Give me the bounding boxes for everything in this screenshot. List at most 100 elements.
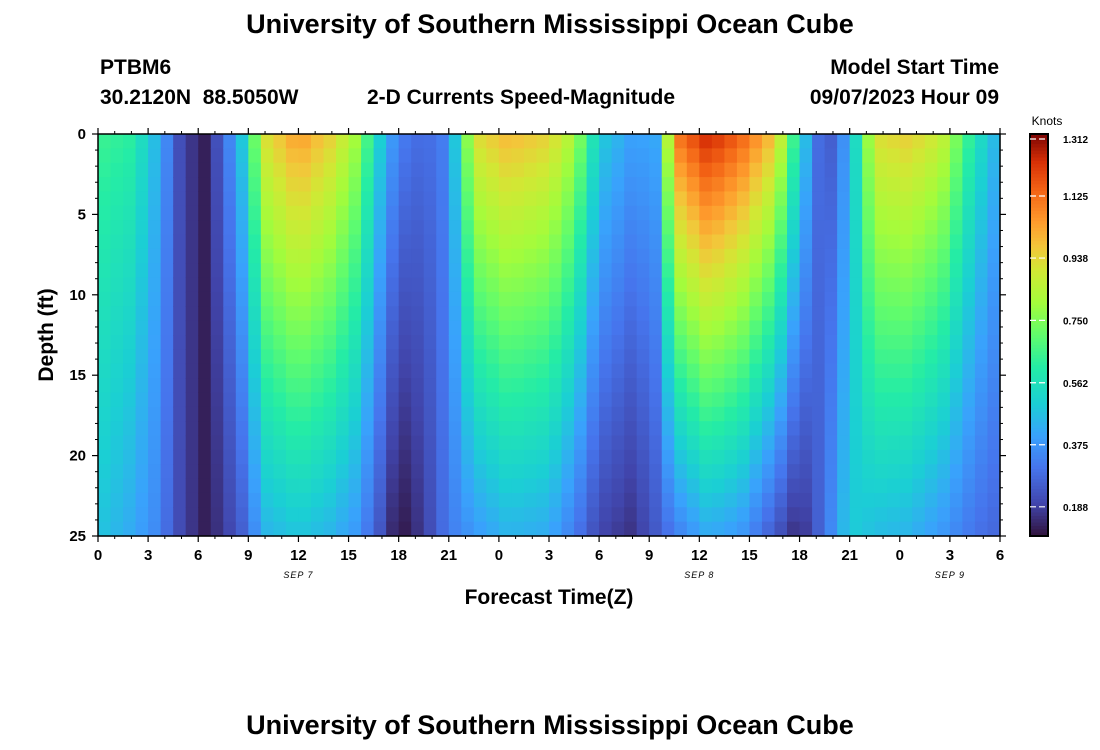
- heatmap-cell: [962, 177, 976, 193]
- heatmap-cell: [962, 134, 976, 149]
- x-tick-label: 15: [741, 547, 758, 564]
- heatmap-cell: [361, 406, 375, 422]
- heatmap-cell: [310, 349, 325, 365]
- heatmap-cell: [924, 277, 938, 293]
- heatmap-cell: [285, 392, 300, 408]
- heatmap-cell: [837, 335, 851, 350]
- heatmap-cell: [686, 277, 700, 293]
- heatmap-cell: [298, 363, 312, 379]
- heatmap-cell: [235, 277, 249, 293]
- heatmap-cell: [674, 349, 688, 365]
- heatmap-cell: [912, 191, 926, 207]
- heatmap-cell: [411, 378, 425, 394]
- y-tick-label: 15: [69, 367, 86, 384]
- heatmap-cell: [862, 306, 876, 322]
- heatmap-cell: [812, 234, 826, 250]
- heatmap-cell: [749, 363, 763, 379]
- heatmap-cell: [849, 205, 863, 221]
- colorbar-swatch: [1030, 505, 1048, 510]
- heatmap-cell: [173, 363, 187, 379]
- heatmap-cell: [887, 291, 901, 307]
- heatmap-cell: [787, 507, 801, 523]
- heatmap-cell: [436, 521, 450, 537]
- heatmap-cell: [411, 177, 425, 193]
- heatmap-cell: [912, 464, 926, 480]
- heatmap-cell: [173, 162, 187, 178]
- colorbar-swatch: [1030, 482, 1048, 487]
- heatmap-cell: [386, 392, 400, 408]
- heatmap-cell: [749, 478, 763, 494]
- heatmap-cell: [173, 248, 187, 264]
- heatmap-cell: [736, 492, 751, 508]
- heatmap-cell: [210, 435, 224, 451]
- heatmap-cell: [624, 191, 638, 207]
- heatmap-cell: [123, 492, 137, 508]
- heatmap-cell: [711, 191, 725, 207]
- heatmap-cell: [574, 234, 588, 250]
- heatmap-cell: [135, 162, 149, 178]
- heatmap-cell: [774, 335, 788, 350]
- heatmap-cell: [974, 378, 989, 394]
- heatmap-cell: [774, 464, 788, 480]
- heatmap-cell: [148, 205, 162, 221]
- heatmap-cell: [98, 392, 112, 408]
- heatmap-cell: [185, 392, 199, 408]
- colorbar-tick-label: 0.562: [1063, 379, 1088, 390]
- heatmap-cell: [574, 349, 588, 365]
- heatmap-cell: [624, 162, 638, 178]
- heatmap-cell: [749, 306, 763, 322]
- heatmap-cell: [423, 507, 437, 523]
- heatmap-cell: [561, 349, 575, 365]
- heatmap-cell: [110, 248, 124, 264]
- heatmap-cell: [949, 277, 964, 293]
- heatmap-cell: [874, 392, 888, 408]
- heatmap-cell: [724, 205, 738, 221]
- heatmap-cell: [924, 177, 938, 193]
- heatmap-cell: [774, 277, 788, 293]
- heatmap-cell: [361, 449, 375, 465]
- heatmap-cell: [486, 521, 500, 537]
- heatmap-cell: [899, 277, 913, 293]
- heatmap-cell: [599, 177, 613, 193]
- heatmap-cell: [486, 263, 500, 279]
- heatmap-cell: [974, 134, 989, 149]
- colorbar-swatch: [1030, 324, 1048, 329]
- heatmap-cell: [674, 205, 688, 221]
- heatmap-cell: [473, 406, 487, 422]
- heatmap-cell: [398, 191, 412, 207]
- heatmap-cell: [98, 464, 112, 480]
- heatmap-cell: [799, 306, 813, 322]
- heatmap-cell: [749, 177, 763, 193]
- heatmap-cell: [198, 378, 212, 394]
- heatmap-cell: [348, 464, 362, 480]
- heatmap-cell: [486, 449, 500, 465]
- heatmap-cell: [887, 378, 901, 394]
- heatmap-cell: [123, 421, 137, 437]
- heatmap-cell: [561, 478, 575, 494]
- heatmap-cell: [787, 220, 801, 236]
- heatmap-cell: [361, 363, 375, 379]
- heatmap-cell: [235, 306, 249, 322]
- heatmap-cell: [260, 406, 274, 422]
- heatmap-cell: [711, 435, 725, 451]
- heatmap-cell: [761, 449, 776, 465]
- heatmap-cell: [862, 492, 876, 508]
- heatmap-cell: [436, 148, 450, 164]
- heatmap-cell: [749, 335, 763, 350]
- heatmap-cell: [135, 306, 149, 322]
- heatmap-cell: [448, 349, 462, 365]
- heatmap-cell: [837, 248, 851, 264]
- heatmap-cell: [448, 263, 462, 279]
- heatmap-cell: [148, 392, 162, 408]
- heatmap-cell: [724, 378, 738, 394]
- heatmap-cell: [336, 435, 350, 451]
- heatmap-cell: [686, 449, 700, 465]
- colorbar-swatch: [1030, 395, 1048, 400]
- heatmap-cell: [173, 335, 187, 350]
- heatmap-cell: [599, 205, 613, 221]
- heatmap-cell: [411, 134, 425, 149]
- heatmap-cell: [110, 306, 124, 322]
- colorbar-unit: Knots: [1032, 114, 1063, 128]
- heatmap-cell: [248, 349, 262, 365]
- heatmap-cell: [523, 205, 538, 221]
